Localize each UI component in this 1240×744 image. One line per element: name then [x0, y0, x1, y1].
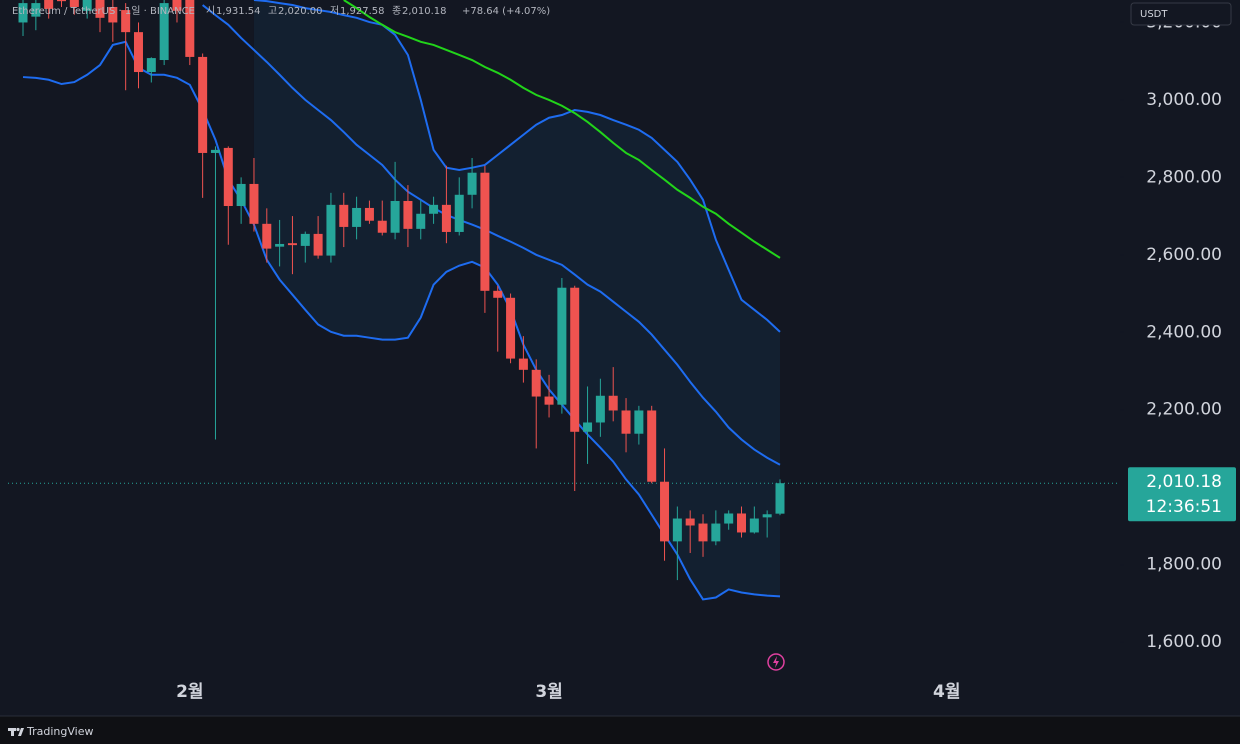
- candle-body: [685, 518, 695, 526]
- footer-bar: [0, 716, 1240, 744]
- indicator-line: [343, 0, 781, 259]
- candle-body: [390, 200, 400, 233]
- countdown: 12:36:51: [1146, 497, 1222, 517]
- ohlc-value: 2,010.18: [402, 6, 447, 17]
- candle-body: [660, 481, 670, 542]
- candle-body: [647, 410, 657, 482]
- symbol-title: Ethereum / TetherUS · 1일 · BINANCE: [12, 5, 195, 17]
- currency-label[interactable]: USDT: [1140, 9, 1168, 20]
- indicator-line: [22, 40, 781, 601]
- candle-body: [313, 233, 323, 256]
- candle-body: [146, 58, 156, 73]
- candle-body: [262, 223, 272, 249]
- candle-body: [403, 200, 413, 229]
- candle-body: [608, 395, 618, 411]
- candle-body: [775, 483, 785, 514]
- candle-body: [711, 523, 721, 542]
- candle-body: [441, 204, 451, 232]
- candle-body: [467, 172, 477, 195]
- x-tick-label: 2월: [176, 682, 203, 702]
- ohlc-value: 1,931.54: [216, 6, 261, 17]
- candle-body: [339, 204, 349, 227]
- plot-area: [8, 0, 1120, 601]
- y-tick-label: 2,800.00: [1146, 167, 1222, 187]
- change: +78.64 (+4.07%): [462, 6, 550, 17]
- currency-box[interactable]: [1130, 2, 1232, 26]
- alert-icon[interactable]: [767, 653, 785, 671]
- candle-body: [583, 422, 593, 432]
- ohlc-label: 종: [392, 5, 401, 17]
- y-tick-label: 1,800.00: [1146, 555, 1222, 575]
- indicator-line: [253, 0, 781, 333]
- candle-body: [506, 297, 516, 359]
- candle-body: [724, 513, 734, 524]
- candle-body: [57, 0, 67, 2]
- header: Ethereum / TetherUS · 1일 · BINANCE 시 1,93…: [12, 5, 550, 17]
- last-price-label: 2,010.18: [1146, 472, 1222, 492]
- candle-body: [223, 147, 233, 207]
- candle-body: [480, 172, 490, 291]
- candle-body: [210, 149, 220, 153]
- tv-logo: [8, 727, 24, 736]
- candle-body: [544, 396, 554, 405]
- last-price-tag: [1128, 467, 1236, 522]
- candle-body: [749, 518, 759, 533]
- candle-body: [18, 3, 28, 23]
- candle-body: [595, 395, 605, 423]
- candle-body: [531, 369, 541, 397]
- candle-body: [454, 194, 464, 232]
- candle-body: [95, 0, 105, 18]
- candle-body: [249, 183, 259, 224]
- candle-body: [275, 243, 285, 247]
- candle-body: [69, 0, 79, 7]
- candle-body: [133, 32, 143, 73]
- ohlc-label: 시: [206, 5, 215, 17]
- currency-button[interactable]: USDT: [1130, 2, 1232, 26]
- ohlc-label: 저: [330, 5, 339, 17]
- x-tick-label: 3월: [535, 682, 562, 702]
- candle-body: [31, 3, 41, 17]
- candle-body: [634, 410, 644, 434]
- candle-body: [493, 290, 503, 298]
- candle-body: [300, 233, 310, 246]
- candle-body: [287, 243, 297, 246]
- y-tick-label: 2,600.00: [1146, 245, 1222, 265]
- candle-body: [621, 410, 631, 434]
- candle-body: [672, 518, 682, 542]
- candle-body: [172, 0, 182, 11]
- candle-body: [737, 513, 747, 533]
- candle-body: [570, 287, 580, 432]
- candle-body: [518, 358, 528, 370]
- candle-body: [159, 3, 169, 61]
- x-tick-label: 4월: [933, 682, 960, 702]
- y-tick-label: 3,000.00: [1146, 90, 1222, 110]
- y-tick-label: 1,600.00: [1146, 632, 1222, 652]
- candle-body: [416, 213, 426, 229]
- candle-body: [364, 207, 374, 221]
- candle-body: [185, 0, 195, 57]
- indicator-line: [202, 4, 781, 466]
- ohlc-value: 2,020.00: [278, 6, 323, 17]
- y-tick-label: 2,200.00: [1146, 400, 1222, 420]
- branding: TradingView: [26, 725, 93, 738]
- candle-body: [698, 523, 708, 542]
- candle-body: [108, 6, 118, 23]
- candle-body: [762, 514, 772, 518]
- candle-body: [326, 204, 336, 256]
- candle-body: [44, 0, 54, 9]
- candle-body: [121, 10, 131, 33]
- candle-body: [236, 183, 246, 207]
- y-tick-label: 2,400.00: [1146, 322, 1222, 342]
- ohlc-value: 1,927.58: [340, 6, 385, 17]
- ohlc-label: 고: [268, 6, 277, 17]
- candle-body: [82, 0, 92, 11]
- candle-body: [429, 204, 439, 214]
- candle-body: [557, 287, 567, 405]
- candle-body: [377, 220, 387, 233]
- candle-body: [352, 207, 362, 227]
- candle-body: [198, 56, 208, 153]
